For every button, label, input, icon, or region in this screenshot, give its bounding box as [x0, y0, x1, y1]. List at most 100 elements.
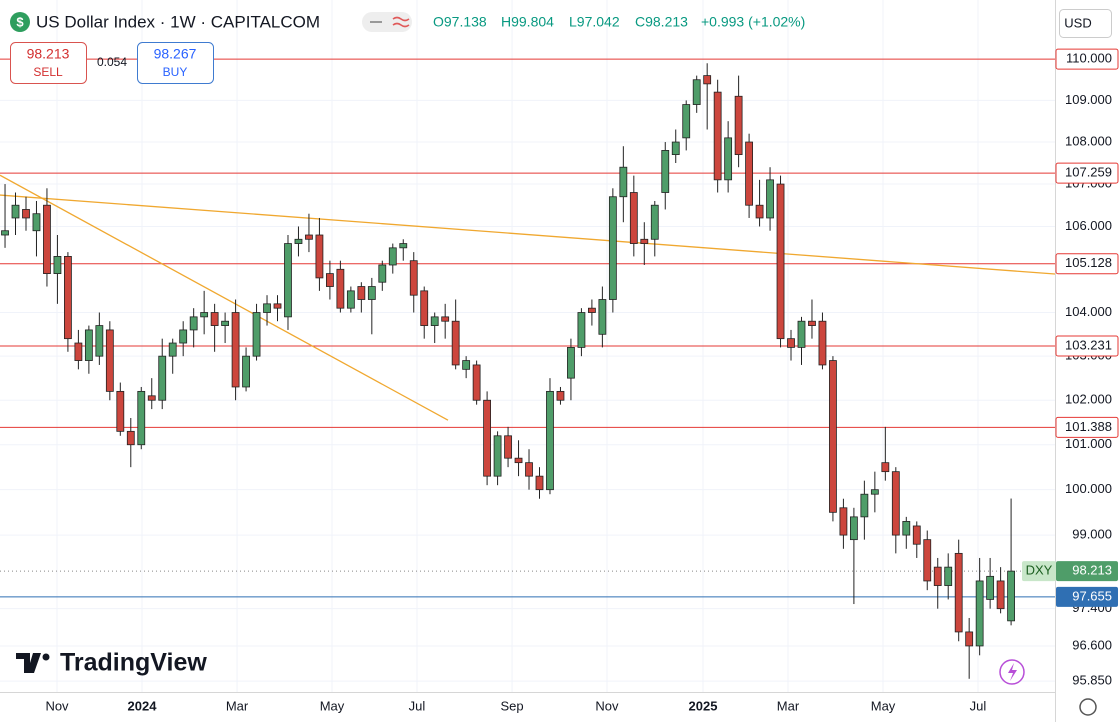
candle-body — [378, 264, 387, 283]
candle-body — [346, 290, 355, 309]
candle-body — [682, 104, 691, 139]
candle-body — [661, 150, 670, 193]
icon — [1008, 663, 1017, 681]
level-label: 101.388 — [1065, 419, 1112, 434]
candle-body — [116, 390, 125, 432]
candle-body — [409, 260, 418, 296]
candle-body — [902, 521, 911, 536]
level-label: 110.000 — [1066, 51, 1112, 66]
x-tick-label: Sep — [500, 698, 523, 713]
x-tick-label: Jul — [409, 698, 426, 713]
level-label: 103.231 — [1065, 337, 1112, 352]
last-price-name: DXY — [1026, 563, 1053, 578]
level-label: 107.259 — [1065, 165, 1112, 180]
candle-body — [954, 552, 963, 633]
candle-body — [242, 355, 250, 388]
candle-body — [965, 631, 974, 647]
symbol-icon-text: $ — [16, 14, 24, 29]
x-tick-label: May — [320, 698, 345, 713]
candle-body — [870, 489, 879, 495]
candle-body — [493, 435, 502, 477]
x-tick-label: Nov — [595, 698, 619, 713]
candle-body — [640, 238, 649, 244]
candle-body — [787, 338, 795, 348]
candle-body — [546, 390, 554, 491]
candle-body — [200, 312, 209, 318]
trendline — [0, 174, 449, 421]
candle-body — [32, 213, 41, 232]
candle-body — [189, 316, 198, 331]
candle-body — [577, 312, 586, 348]
candle-body — [839, 507, 848, 536]
y-tick-label: 108.000 — [1065, 133, 1112, 148]
candle-body — [986, 575, 995, 600]
candle-body — [975, 580, 984, 647]
plot-area — [0, 0, 1056, 692]
ohlc-value: H99.804 — [501, 14, 554, 30]
y-tick-label: 100.000 — [1065, 481, 1112, 496]
chart-title[interactable]: US Dollar Index · 1W · CAPITALCOM — [36, 12, 320, 31]
candle-body — [891, 471, 900, 536]
logo-mark — [16, 653, 41, 673]
candle-body — [147, 395, 156, 401]
x-tick-label: Mar — [777, 698, 800, 713]
candle-body — [64, 256, 72, 340]
candle-body — [671, 141, 680, 156]
candle-body — [367, 286, 376, 300]
sell-button[interactable] — [10, 42, 87, 84]
candle-body — [703, 75, 712, 85]
candle-body — [137, 390, 146, 446]
ohlc-value: +0.993 (+1.02%) — [701, 14, 805, 30]
ohlc-value: L97.042 — [569, 14, 620, 30]
candle-body — [535, 475, 544, 491]
candle-body — [430, 316, 439, 326]
candle-body — [231, 312, 240, 388]
candle-body — [179, 329, 188, 344]
y-tick-label: 106.000 — [1065, 218, 1112, 233]
currency-button[interactable] — [1059, 9, 1112, 38]
candle-body — [567, 347, 575, 379]
candle-body — [724, 137, 733, 181]
trendline — [0, 194, 1056, 275]
x-tick-label: 2025 — [689, 698, 718, 713]
indicator-toggle[interactable] — [362, 12, 412, 32]
x-tick-label: Jul — [970, 698, 987, 713]
candle-body — [273, 303, 282, 309]
x-tick-label: Mar — [226, 698, 249, 713]
y-tick-label: 109.000 — [1065, 92, 1112, 107]
x-tick-label: 2024 — [128, 698, 158, 713]
settings-icon[interactable] — [1079, 698, 1097, 716]
candle-body — [210, 312, 219, 326]
candle-body — [860, 493, 869, 518]
ohlc-value: C98.213 — [635, 14, 688, 30]
candle-body — [504, 435, 512, 459]
candle-body — [43, 204, 51, 274]
y-tick-label: 104.000 — [1065, 304, 1112, 319]
candle-body — [326, 273, 334, 287]
candle-body — [766, 179, 774, 219]
candle-body — [420, 290, 429, 326]
level-label-box — [1055, 253, 1119, 275]
y-tick-label: 99.000 — [1072, 527, 1112, 542]
candle-body — [263, 303, 271, 313]
candle-body — [587, 307, 596, 313]
candle-body — [399, 243, 408, 249]
candle-body — [483, 399, 492, 477]
level-label-box — [1055, 416, 1119, 438]
ohlc-legend: O97.138 H99.804 L97.042 C98.213 +0.993 (+1.0… — [433, 14, 805, 30]
candle-body — [11, 204, 20, 219]
logo-mark — [42, 653, 50, 661]
candle-body — [284, 243, 292, 318]
candle-body — [357, 286, 366, 300]
buy-button[interactable] — [137, 42, 214, 84]
candle-body — [53, 256, 62, 274]
candle-body — [996, 580, 1005, 610]
candle-body — [294, 238, 303, 244]
ohlc-value: O97.138 — [433, 14, 487, 30]
level-label-box — [1055, 48, 1119, 70]
candle-body — [305, 234, 313, 240]
marker-label-box — [1056, 586, 1118, 607]
candle-body — [451, 320, 460, 366]
